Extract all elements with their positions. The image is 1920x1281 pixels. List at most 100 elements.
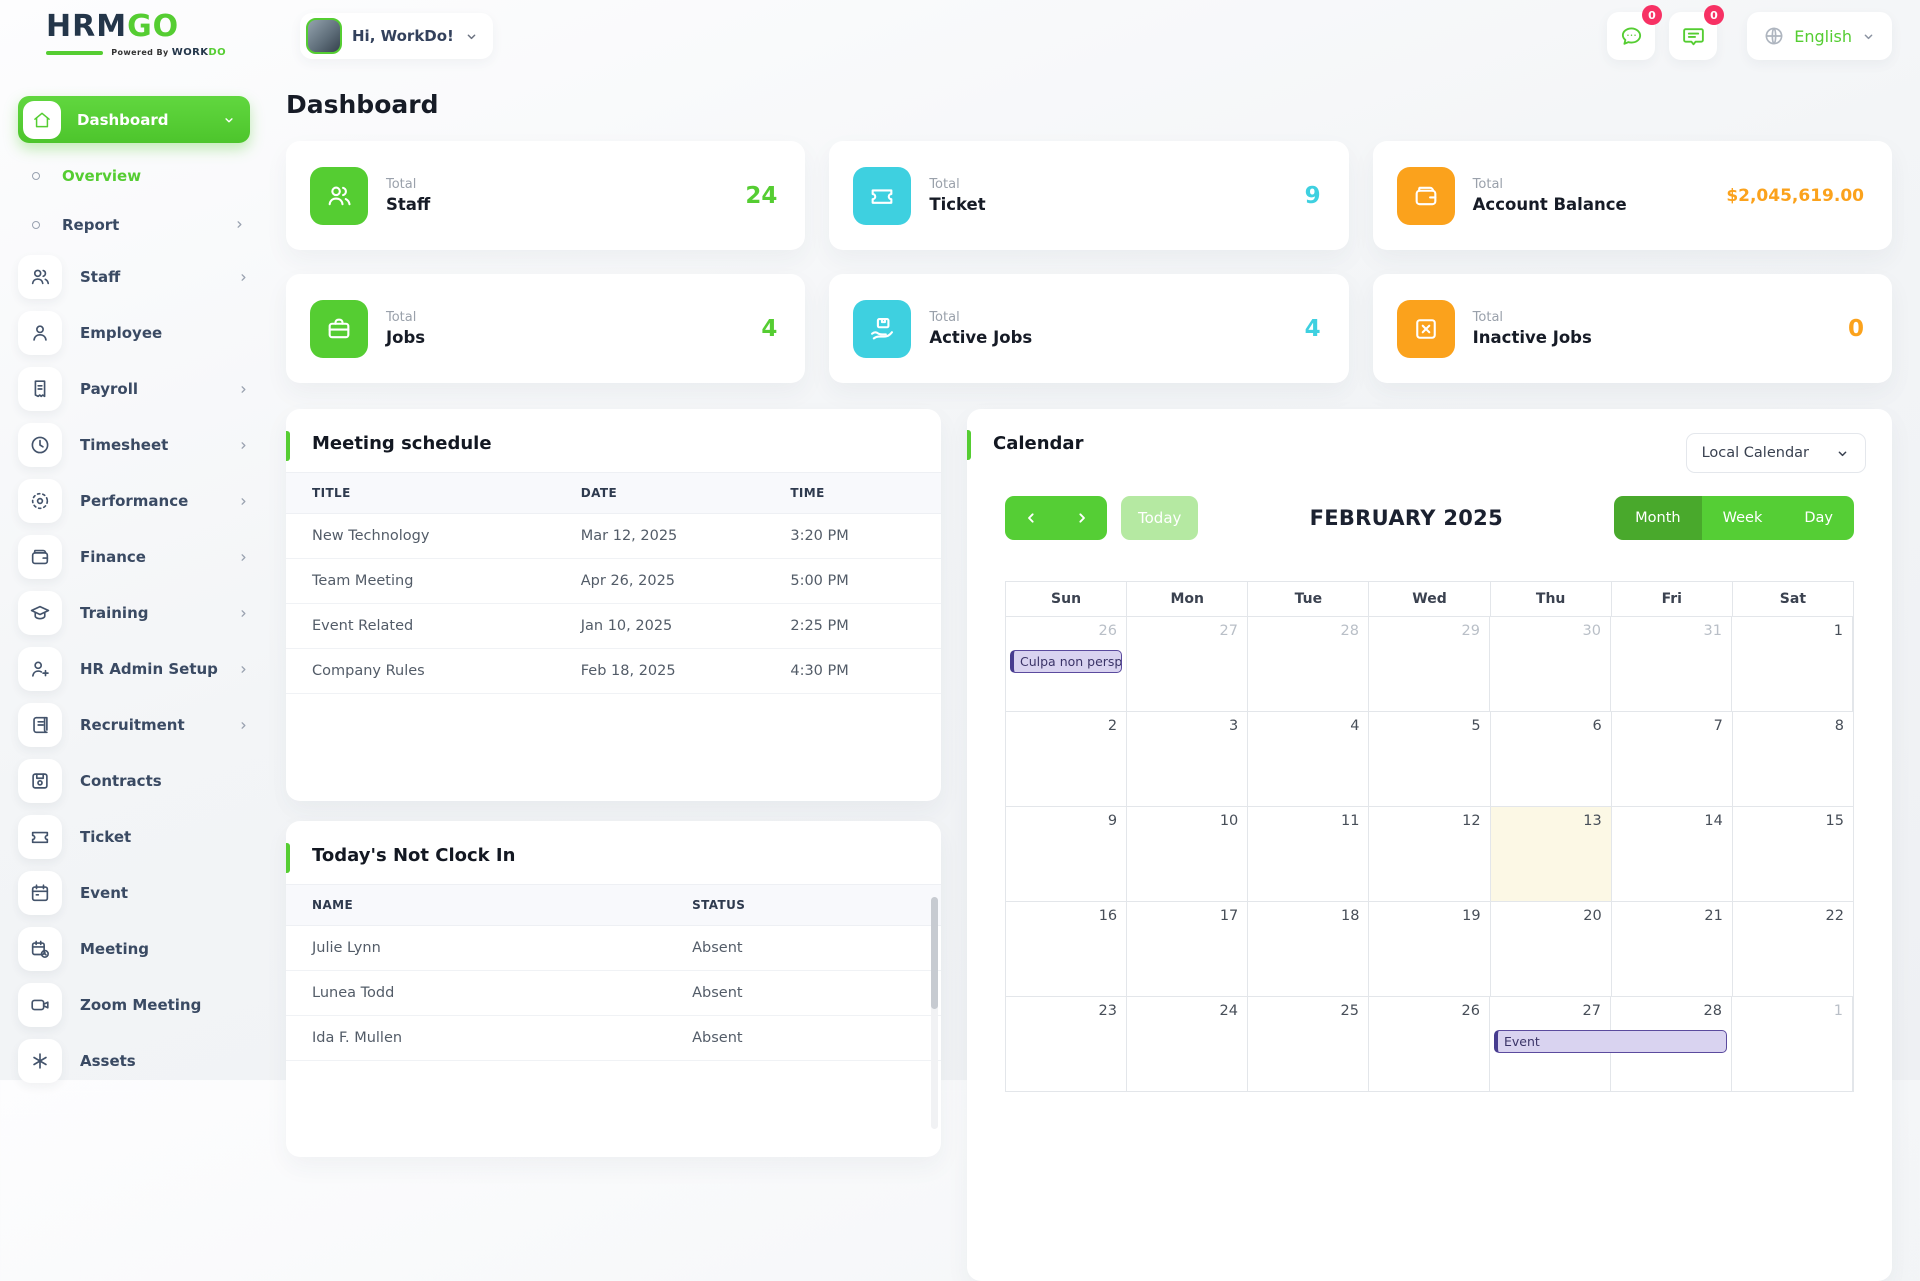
calendar-day-25[interactable]: 25 <box>1248 997 1369 1091</box>
sidebar-item-recruitment[interactable]: Recruitment <box>18 697 250 753</box>
day-number: 27 <box>1583 1003 1601 1019</box>
calendar-day-11[interactable]: 11 <box>1248 807 1369 901</box>
calendar-event-culpa-non-persp[interactable]: Culpa non persp <box>1010 650 1122 673</box>
calendar-day-28-muted[interactable]: 28 <box>1248 617 1369 711</box>
calendar-next-button[interactable] <box>1056 496 1107 540</box>
home-icon <box>32 110 52 130</box>
calendar-day-6[interactable]: 6 <box>1491 712 1612 806</box>
day-number: 12 <box>1462 813 1480 829</box>
stat-card-value: $2,045,619.00 <box>1726 186 1864 206</box>
calendar-day-2[interactable]: 2 <box>1006 712 1127 806</box>
calendar-day-21[interactable]: 21 <box>1612 902 1733 996</box>
calendar-day-24[interactable]: 24 <box>1127 997 1248 1091</box>
sidebar-item-meeting[interactable]: Meeting <box>18 921 250 977</box>
user-menu[interactable]: Hi, WorkDo! <box>300 13 493 59</box>
calendar-day-16[interactable]: 16 <box>1006 902 1127 996</box>
calendar-day-23[interactable]: 23 <box>1006 997 1127 1091</box>
day-number: 29 <box>1462 623 1480 639</box>
brand-name: HRMGO <box>46 12 226 42</box>
sidebar-item-event[interactable]: Event <box>18 865 250 921</box>
notifications-button[interactable]: 0 <box>1669 12 1717 60</box>
calendar-day-1-muted[interactable]: 1 <box>1732 997 1853 1091</box>
stat-card-label: Jobs <box>386 328 425 347</box>
sidebar-item-finance[interactable]: Finance <box>18 529 250 585</box>
calendar-view-month[interactable]: Month <box>1614 496 1701 540</box>
calendar-day-29-muted[interactable]: 29 <box>1369 617 1490 711</box>
sidebar-item-overview[interactable]: Overview <box>18 151 250 200</box>
chevron-right-icon <box>237 607 250 620</box>
calendar-source-select[interactable]: Local Calendar <box>1686 433 1866 473</box>
dot-icon <box>32 221 40 229</box>
calendar-day-12[interactable]: 12 <box>1369 807 1490 901</box>
day-number: 13 <box>1583 813 1601 829</box>
ticket-icon <box>29 826 51 848</box>
sidebar-item-ticket[interactable]: Ticket <box>18 809 250 865</box>
sidebar-item-hr-admin-setup[interactable]: HR Admin Setup <box>18 641 250 697</box>
calendar-day-26[interactable]: 26 <box>1369 997 1490 1091</box>
calendar-day-13[interactable]: 13 <box>1491 807 1612 901</box>
calendar-day-17[interactable]: 17 <box>1127 902 1248 996</box>
table-scrollbar[interactable] <box>931 897 938 1129</box>
calendar-day-31-muted[interactable]: 31 <box>1611 617 1732 711</box>
sidebar-item-training[interactable]: Training <box>18 585 250 641</box>
logo-underline <box>46 51 103 55</box>
calendar-day-1[interactable]: 1 <box>1732 617 1853 711</box>
calendar-day-7[interactable]: 7 <box>1612 712 1733 806</box>
sidebar-item-assets[interactable]: Assets <box>18 1033 250 1089</box>
dot-icon <box>32 172 40 180</box>
day-number: 17 <box>1220 908 1238 924</box>
app-logo[interactable]: HRMGO Powered By WORKDO <box>46 12 226 58</box>
stat-card-value: 4 <box>1305 316 1321 342</box>
messages-button[interactable]: 0 <box>1607 12 1655 60</box>
calendar-day-30-muted[interactable]: 30 <box>1490 617 1611 711</box>
calendar-today-button[interactable]: Today <box>1121 496 1198 540</box>
day-number: 22 <box>1826 908 1844 924</box>
sidebar-item-label: Ticket <box>80 828 131 846</box>
target-icon <box>29 490 51 512</box>
calendar-day-4[interactable]: 4 <box>1248 712 1369 806</box>
weekday-label: Sat <box>1733 582 1853 616</box>
stat-card-value: 4 <box>761 316 777 342</box>
sidebar-item-dashboard[interactable]: Dashboard <box>18 96 250 143</box>
calendar-day-10[interactable]: 10 <box>1127 807 1248 901</box>
calendar-day-20[interactable]: 20 <box>1491 902 1612 996</box>
calendar-day-5[interactable]: 5 <box>1369 712 1490 806</box>
scrollbar-thumb[interactable] <box>931 897 938 1009</box>
language-selector[interactable]: English <box>1747 12 1892 60</box>
calendar-day-18[interactable]: 18 <box>1248 902 1369 996</box>
calendar-day-9[interactable]: 9 <box>1006 807 1127 901</box>
page-title: Dashboard <box>286 90 1892 119</box>
sidebar-item-performance[interactable]: Performance <box>18 473 250 529</box>
calendar-day-27-muted[interactable]: 27 <box>1127 617 1248 711</box>
calendar-prev-button[interactable] <box>1005 496 1056 540</box>
chevron-right-icon <box>237 551 250 564</box>
clock-icon <box>29 434 51 456</box>
calendar-day-22[interactable]: 22 <box>1733 902 1853 996</box>
sidebar-item-payroll[interactable]: Payroll <box>18 361 250 417</box>
sidebar-item-report[interactable]: Report <box>18 200 250 249</box>
sidebar-item-timesheet[interactable]: Timesheet <box>18 417 250 473</box>
calendar-view-day[interactable]: Day <box>1783 496 1854 540</box>
calendar-day-19[interactable]: 19 <box>1369 902 1490 996</box>
calendar-day-3[interactable]: 3 <box>1127 712 1248 806</box>
sidebar-item-zoom-meeting[interactable]: Zoom Meeting <box>18 977 250 1033</box>
calendar-day-8[interactable]: 8 <box>1733 712 1853 806</box>
calendar-source-label: Local Calendar <box>1702 445 1809 461</box>
sidebar-item-staff[interactable]: Staff <box>18 249 250 305</box>
sidebar-item-label: Timesheet <box>80 436 168 454</box>
sidebar-item-contracts[interactable]: Contracts <box>18 753 250 809</box>
main-content: Dashboard Total Staff 24 Total Ticket 9 … <box>286 72 1892 1281</box>
calendar-event-event[interactable]: Event <box>1494 1030 1727 1053</box>
calendar-day-15[interactable]: 15 <box>1733 807 1853 901</box>
calendar-view-week[interactable]: Week <box>1702 496 1784 540</box>
not-clock-in-title: Today's Not Clock In <box>286 821 941 884</box>
hand-box-icon <box>868 315 896 343</box>
globe-icon <box>1763 25 1785 47</box>
calendar-day-14[interactable]: 14 <box>1612 807 1733 901</box>
sidebar-item-employee[interactable]: Employee <box>18 305 250 361</box>
calendar-icon <box>29 882 51 904</box>
sidebar-item-label: HR Admin Setup <box>80 660 218 678</box>
